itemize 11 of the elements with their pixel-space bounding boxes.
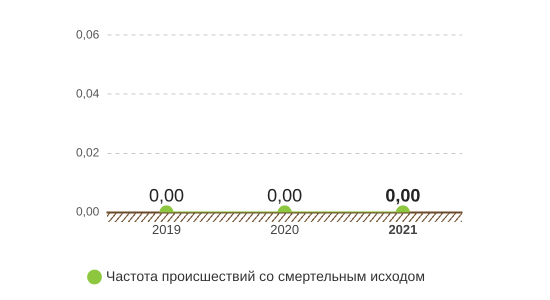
y-tick-label: 0,00 <box>76 204 100 219</box>
legend-label: Частота происшествий со смертельным исходом <box>106 268 425 284</box>
y-tick-label: 0,02 <box>76 146 100 160</box>
data-label: 0,00 <box>267 185 302 206</box>
data-label: 0,00 <box>385 185 420 206</box>
y-tick-label: 0,04 <box>76 86 100 100</box>
y-tick-label: 0,06 <box>76 27 100 42</box>
x-tick-label: 2019 <box>152 222 181 237</box>
x-tick-label: 2021 <box>388 222 418 237</box>
data-label: 0,00 <box>148 185 184 206</box>
x-tick-label: 2020 <box>270 222 300 237</box>
